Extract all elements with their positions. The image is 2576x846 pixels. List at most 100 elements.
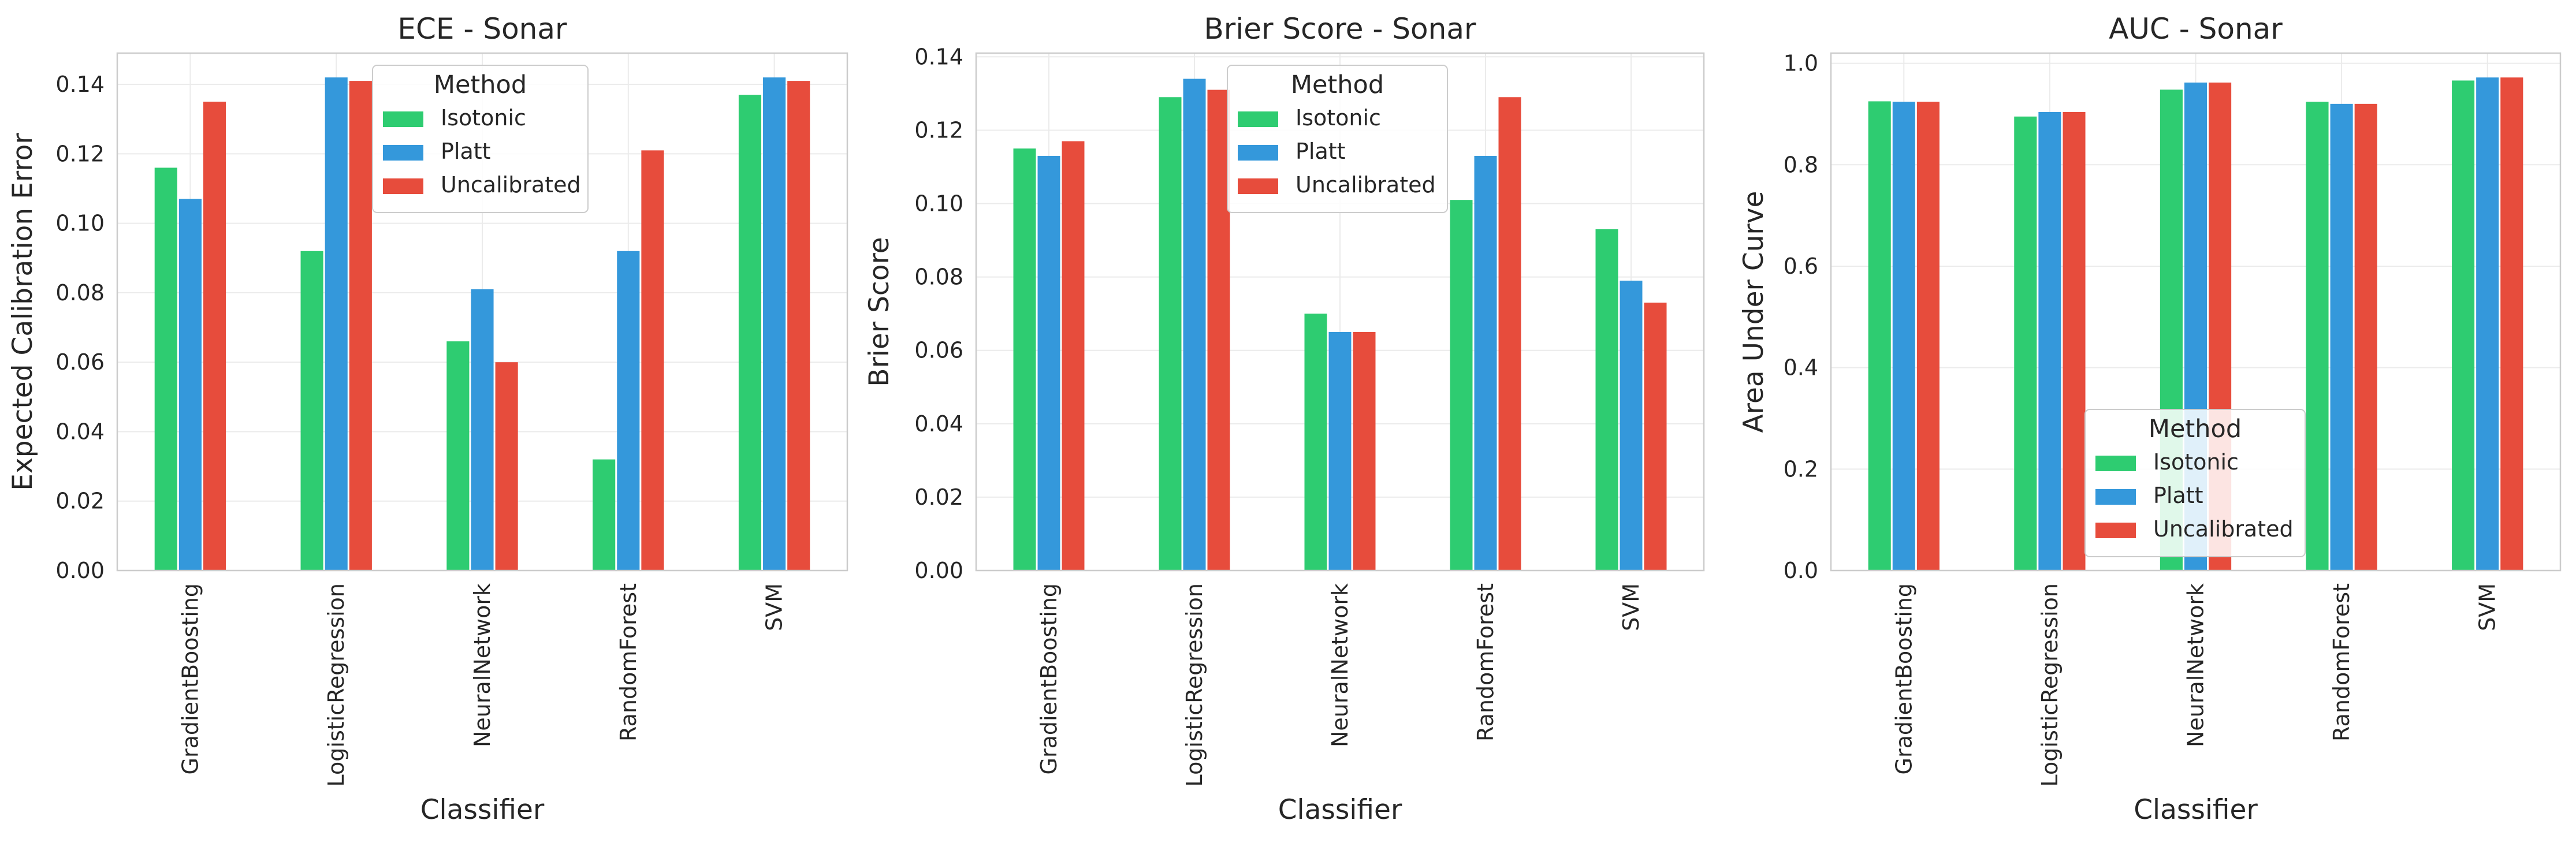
bar-uncalibrated-gradientboosting	[1916, 102, 1940, 571]
bar-isotonic-randomforest	[593, 459, 616, 571]
bar-uncalibrated-gradientboosting	[1062, 141, 1085, 571]
legend-label-platt: Platt	[441, 139, 491, 164]
y-tick-label: 0.2	[1784, 456, 1818, 482]
legend-label-isotonic: Isotonic	[2153, 449, 2239, 475]
bar-isotonic-svm	[738, 95, 762, 571]
bar-uncalibrated-neuralnetwork	[1353, 331, 1376, 571]
bar-platt-logisticregression	[2038, 111, 2061, 571]
x-tick-label: RandomForest	[1473, 583, 1498, 741]
legend-title: Method	[1291, 70, 1384, 99]
legend-label-uncalibrated: Uncalibrated	[1296, 172, 1436, 197]
legend-label-isotonic: Isotonic	[441, 105, 526, 131]
x-tick-label: LogisticRegression	[323, 583, 349, 787]
bar-platt-gradientboosting	[1037, 155, 1060, 571]
bar-platt-randomforest	[617, 251, 640, 571]
bar-platt-logisticregression	[1183, 79, 1206, 571]
y-tick-label: 0.10	[55, 211, 105, 236]
bar-isotonic-logisticregression	[300, 251, 323, 571]
y-tick-label: 0.08	[55, 280, 105, 305]
y-tick-label: 0.06	[914, 338, 963, 363]
bar-isotonic-neuralnetwork	[1304, 314, 1327, 571]
x-tick-label: RandomForest	[2329, 583, 2354, 741]
bar-uncalibrated-logisticregression	[2063, 111, 2086, 571]
legend-box	[1227, 65, 1448, 213]
y-tick-label: 0.02	[914, 485, 963, 510]
bar-isotonic-randomforest	[2306, 102, 2329, 571]
bar-uncalibrated-svm	[2500, 77, 2523, 571]
y-tick-label: 0.0	[1784, 558, 1818, 583]
legend-label-platt: Platt	[1296, 139, 1346, 164]
legend: Method Isotonic Platt Uncalibrated	[2084, 409, 2306, 557]
y-tick-label: 0.02	[55, 489, 105, 514]
x-tick-label: GradientBoosting	[1891, 583, 1916, 774]
x-tick-label: NeuralNetwork	[1327, 583, 1353, 747]
bar-platt-neuralnetwork	[1328, 331, 1352, 571]
bar-uncalibrated-randomforest	[1498, 97, 1521, 571]
y-tick-label: 1.0	[1784, 51, 1818, 76]
y-tick-label: 0.6	[1784, 254, 1818, 279]
y-tick-label: 0.06	[55, 349, 105, 375]
x-tick-label: GradientBoosting	[1036, 583, 1062, 774]
chart-title: ECE - Sonar	[397, 12, 567, 46]
chart-title: Brier Score - Sonar	[1204, 12, 1476, 46]
bar-uncalibrated-neuralnetwork	[495, 362, 518, 571]
bar-platt-neuralnetwork	[471, 289, 494, 571]
y-tick-label: 0.14	[55, 72, 105, 97]
legend-label-uncalibrated: Uncalibrated	[441, 172, 581, 197]
legend-box	[2084, 409, 2306, 557]
legend-label-isotonic: Isotonic	[1296, 105, 1381, 131]
x-tick-label: SVM	[1618, 583, 1644, 631]
chart-title: AUC - Sonar	[2109, 12, 2283, 46]
bar-isotonic-logisticregression	[2014, 116, 2037, 571]
plot-frame	[975, 52, 1705, 572]
x-axis-label: Classifier	[2134, 794, 2258, 826]
legend-swatch-platt	[383, 145, 423, 161]
bar-uncalibrated-randomforest	[641, 150, 664, 571]
bar-platt-svm	[763, 77, 786, 571]
x-tick-label: RandomForest	[616, 583, 641, 741]
x-axis-label: Classifier	[1278, 794, 1402, 826]
bar-isotonic-gradientboosting	[1013, 148, 1036, 571]
plot-frame	[1830, 52, 2562, 572]
bar-uncalibrated-randomforest	[2354, 103, 2377, 571]
legend: Method Isotonic Platt Uncalibrated	[1227, 65, 1448, 213]
x-tick-label: SVM	[762, 583, 787, 631]
x-tick-label: LogisticRegression	[1182, 583, 1207, 787]
bar-uncalibrated-logisticregression	[349, 81, 372, 571]
bar-uncalibrated-svm	[787, 81, 810, 571]
legend-label-platt: Platt	[2153, 483, 2203, 508]
bar-isotonic-svm	[1595, 229, 1618, 571]
bar-platt-logisticregression	[325, 77, 348, 571]
x-tick-label: SVM	[2475, 583, 2500, 631]
legend-title: Method	[2149, 415, 2242, 444]
legend-swatch-uncalibrated	[2095, 523, 2136, 538]
y-tick-label: 0.4	[1784, 355, 1818, 381]
bar-platt-randomforest	[1474, 155, 1497, 571]
legend-swatch-isotonic	[383, 111, 423, 127]
y-tick-label: 0.10	[914, 191, 963, 217]
x-axis-label: Classifier	[420, 794, 545, 826]
legend-box	[372, 65, 589, 213]
legend-swatch-platt	[2095, 489, 2136, 505]
legend-swatch-platt	[1238, 145, 1278, 161]
y-tick-label: 0.12	[914, 117, 963, 143]
bar-isotonic-svm	[2452, 80, 2475, 571]
bar-uncalibrated-gradientboosting	[203, 102, 226, 571]
bar-platt-svm	[1620, 280, 1643, 571]
bar-isotonic-gradientboosting	[154, 167, 177, 571]
y-tick-label: 0.12	[55, 141, 105, 166]
bar-platt-gradientboosting	[178, 199, 202, 571]
chart-panel-2: 0.00 0.02 0.04 0.06 0.08 0.10 0.12 0.14 Gradient…	[863, 12, 1705, 826]
y-tick-label: 0.14	[914, 44, 963, 69]
legend-swatch-isotonic	[1238, 111, 1278, 127]
legend: Method Isotonic Platt Uncalibrated	[372, 65, 589, 213]
y-axis-label: Expected Calibration Error	[7, 133, 39, 491]
y-tick-label: 0.04	[914, 411, 963, 437]
legend-title: Method	[434, 70, 527, 99]
y-tick-label: 0.8	[1784, 152, 1818, 177]
legend-swatch-uncalibrated	[1238, 178, 1278, 194]
bar-platt-gradientboosting	[1892, 102, 1915, 571]
bar-platt-svm	[2476, 77, 2499, 571]
